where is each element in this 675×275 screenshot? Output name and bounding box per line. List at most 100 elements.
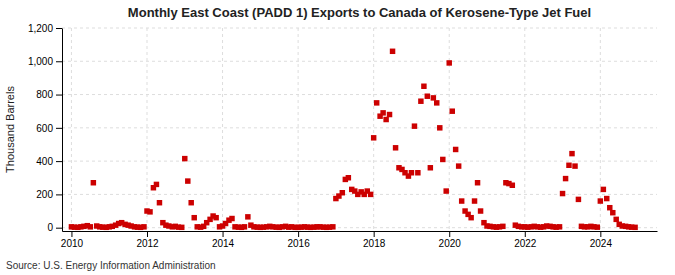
point [242,224,247,229]
grid-line-x [449,28,450,231]
point [141,224,146,229]
point [179,225,184,230]
x-tick: 2024 [590,231,613,249]
point [500,224,505,229]
point [188,200,193,205]
point [510,183,515,188]
point [459,198,464,203]
y-tick-label: 400 [36,156,53,167]
title: Monthly East Coast (PADD 1) Exports to C… [128,5,591,20]
grid-line-y [62,61,657,62]
point [91,180,96,185]
x-axis-line [63,231,658,232]
point [613,217,618,222]
x-tick-mark [525,231,526,237]
x-tick: 2018 [363,231,386,249]
x-tick-label: 2010 [61,238,84,249]
y-tick: 1,000 [28,56,62,67]
grid [62,28,657,231]
point [245,214,250,219]
plot-area: 2010 2012 2014 2016 2018 2020 2022 2024 0 200 400 6… [28,23,658,249]
y-tick-label: 200 [36,189,53,200]
y-tick: 600 [36,123,62,134]
x-tick-mark [147,231,148,237]
y-axis-line [62,29,63,232]
point [346,175,351,180]
point [478,208,483,213]
x-tick: 2016 [287,231,310,249]
point [601,187,606,192]
point [434,100,439,105]
y-tick: 800 [36,89,62,100]
y-axis: 0 200 400 600 800 1,000 1,200 [28,23,63,234]
x-tick-mark [71,231,72,237]
point [576,197,581,202]
grid-line-y [62,227,657,228]
x-tick: 2014 [212,231,235,249]
point [418,98,423,103]
x-tick: 2010 [61,231,84,249]
point [191,215,196,220]
y-axis-title: Thousand Barrels [4,86,16,173]
point [380,110,385,115]
x-tick-label: 2012 [136,238,159,249]
y-tick-label: 1,200 [28,23,53,34]
y-tick-mark [56,95,62,96]
point [374,100,379,105]
point [607,205,612,210]
y-tick-label: 800 [36,89,53,100]
point [415,170,420,175]
points [69,49,638,231]
point [598,198,603,203]
y-tick-label: 600 [36,123,53,134]
y-tick: 400 [36,156,62,167]
point [154,182,159,187]
y-tick-mark [56,61,62,62]
point [557,224,562,229]
point [340,190,345,195]
point [437,125,442,130]
point [409,170,414,175]
chart: 2010 2012 2014 2016 2018 2020 2022 2024 0 200 400 6… [0,0,675,275]
point [453,147,458,152]
x-tick: 2022 [514,231,537,249]
point [440,157,445,162]
x-tick-mark [600,231,601,237]
grid-line-y [62,94,657,95]
point [412,123,417,128]
point [428,165,433,170]
x-tick-label: 2024 [590,238,613,249]
point [387,112,392,117]
point [393,145,398,150]
grid-line-y [62,127,657,128]
y-tick-mark [56,228,62,229]
point [185,178,190,183]
annotation: Source: U.S. Energy Information Administ… [6,260,216,271]
grid-line-y [62,28,657,29]
point [330,224,335,229]
y-tick: 0 [47,222,62,233]
x-tick: 2020 [439,231,462,249]
point [560,191,565,196]
point [456,163,461,168]
point [368,192,373,197]
point [390,49,395,54]
point [443,188,448,193]
x-tick: 2012 [136,231,159,249]
y-tick-label: 1,000 [28,56,53,67]
point [569,151,574,156]
x-tick-mark [298,231,299,237]
point [383,117,388,122]
y-tick-mark [56,161,62,162]
point [572,163,577,168]
point [425,93,430,98]
y-tick-mark [56,128,62,129]
x-tick-mark [223,231,224,237]
grid-line-x [524,28,525,231]
grid-line-x [373,28,374,231]
y-tick: 200 [36,189,62,200]
x-tick-label: 2018 [363,238,386,249]
x-tick-mark [374,231,375,237]
x-tick-label: 2014 [212,238,235,249]
y-tick-mark [56,28,62,29]
